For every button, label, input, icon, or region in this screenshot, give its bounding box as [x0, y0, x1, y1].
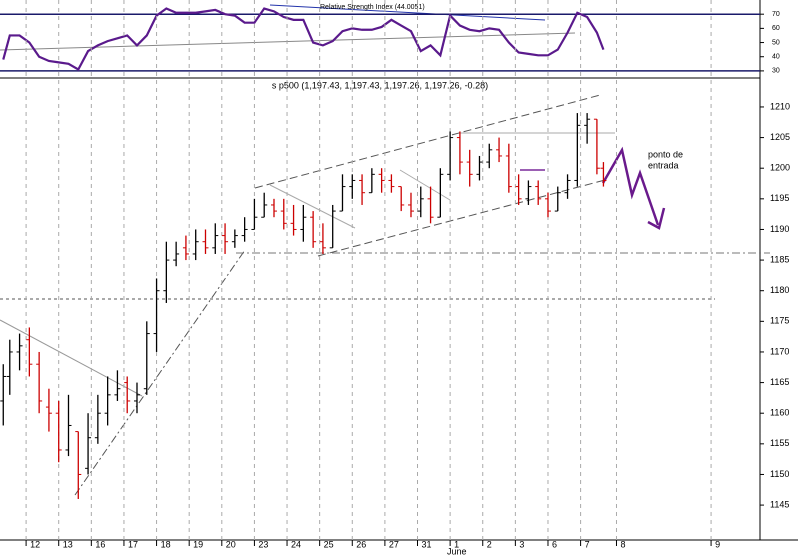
y-tick-label: 1205 — [770, 132, 790, 142]
y-tick-label: 1145 — [770, 499, 789, 509]
y-tick-label: 1190 — [770, 224, 789, 234]
trendline — [269, 184, 356, 229]
x-tick-label: 18 — [161, 539, 171, 549]
arrow-head — [647, 207, 666, 230]
y-tick-label: 1175 — [770, 316, 789, 326]
y-tick-label: 50 — [772, 39, 780, 46]
y-tick-label: 1150 — [770, 469, 789, 479]
x-tick-label: 17 — [128, 539, 138, 549]
y-tick-label: 1195 — [770, 193, 789, 203]
x-tick-label: 6 — [552, 539, 557, 549]
x-tick-label: 27 — [389, 539, 399, 549]
trendline — [0, 319, 143, 397]
x-tick-label: 25 — [324, 539, 334, 549]
x-tick-label: 24 — [291, 539, 301, 549]
y-tick-label: 1155 — [770, 438, 789, 448]
annotation: ponto de — [648, 149, 683, 159]
x-tick-label: 19 — [193, 539, 203, 549]
y-tick-label: 1170 — [770, 346, 789, 356]
x-tick-label: 9 — [715, 539, 720, 549]
x-tick-label: 26 — [356, 539, 366, 549]
chart-title: s p500 (1,197.43, 1,197.43, 1,197.26, 1,… — [272, 80, 488, 90]
x-tick-label: 13 — [63, 539, 73, 549]
x-axis-label: June — [447, 546, 467, 556]
y-tick-label: 1160 — [770, 408, 789, 418]
x-tick-label: 1 — [454, 539, 459, 549]
y-tick-label: 60 — [772, 25, 780, 32]
x-tick-label: 23 — [258, 539, 268, 549]
x-tick-label: 3 — [519, 539, 524, 549]
y-tick-label: 30 — [772, 68, 780, 75]
x-tick-label: 8 — [620, 539, 625, 549]
trendline — [399, 169, 451, 201]
x-tick-label: 7 — [585, 539, 590, 549]
annotation: entrada — [648, 160, 679, 170]
trendline — [74, 249, 246, 496]
rsi-trendline — [269, 4, 546, 21]
x-tick-label: 12 — [30, 539, 40, 549]
rsi-line — [2, 7, 605, 72]
x-tick-label: 2 — [487, 539, 492, 549]
y-tick-label: 1180 — [770, 285, 789, 295]
x-tick-label: 16 — [95, 539, 105, 549]
y-tick-label: 1200 — [770, 163, 790, 173]
y-tick-label: 1185 — [770, 254, 789, 264]
forecast-arrow — [601, 146, 660, 226]
x-tick-label: 20 — [226, 539, 236, 549]
y-tick-label: 40 — [772, 54, 780, 61]
y-tick-label: 1165 — [770, 377, 789, 387]
y-tick-label: 1210 — [770, 101, 790, 111]
rsi-title: Relative Strength Index (44.0051) — [320, 4, 425, 11]
y-tick-label: 70 — [772, 11, 780, 18]
x-tick-label: 31 — [422, 539, 432, 549]
